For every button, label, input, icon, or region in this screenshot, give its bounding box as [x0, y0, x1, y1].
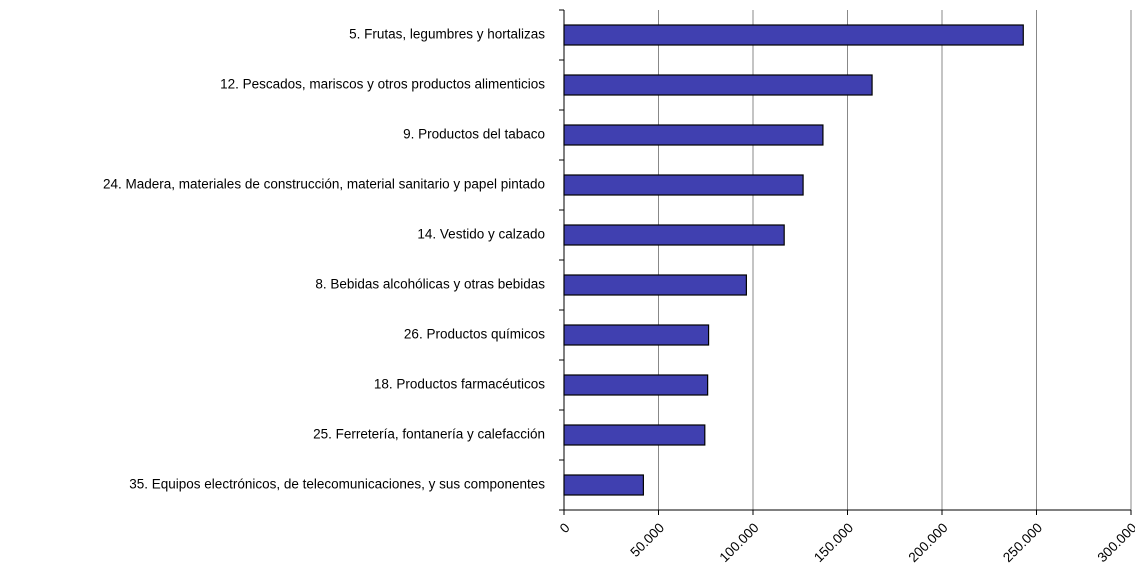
x-tick-label: 200.000	[906, 520, 951, 565]
y-tick-label: 9. Productos del tabaco	[403, 127, 545, 142]
bar	[563, 274, 747, 296]
x-tick-label: 300.000	[1095, 520, 1135, 565]
y-tick-label: 5. Frutas, legumbres y hortalizas	[349, 27, 545, 42]
x-tick-label: 0	[557, 520, 573, 536]
bar	[563, 224, 785, 246]
y-tick-label: 8. Bebidas alcohólicas y otras bebidas	[315, 277, 545, 292]
bar	[563, 74, 873, 96]
bar	[563, 174, 804, 196]
x-tick-label: 100.000	[717, 520, 762, 565]
y-tick-label: 24. Madera, materiales de construcción, …	[103, 177, 545, 192]
x-tick-label: 250.000	[1000, 520, 1045, 565]
y-tick-label: 26. Productos químicos	[404, 327, 545, 342]
y-tick-label: 14. Vestido y calzado	[417, 227, 545, 242]
bar	[563, 424, 706, 446]
y-tick-label: 12. Pescados, mariscos y otros productos…	[220, 77, 545, 92]
bar	[563, 24, 1024, 46]
y-tick-label: 18. Productos farmacéuticos	[374, 377, 545, 392]
y-tick-label: 25. Ferretería, fontanería y calefacción	[313, 427, 545, 442]
bar	[563, 124, 824, 146]
x-tick-label: 50.000	[627, 520, 667, 560]
x-tick-label: 150.000	[811, 520, 856, 565]
bar	[563, 474, 644, 496]
bar	[563, 374, 709, 396]
bar	[563, 324, 710, 346]
y-tick-label: 35. Equipos electrónicos, de telecomunic…	[129, 477, 545, 492]
